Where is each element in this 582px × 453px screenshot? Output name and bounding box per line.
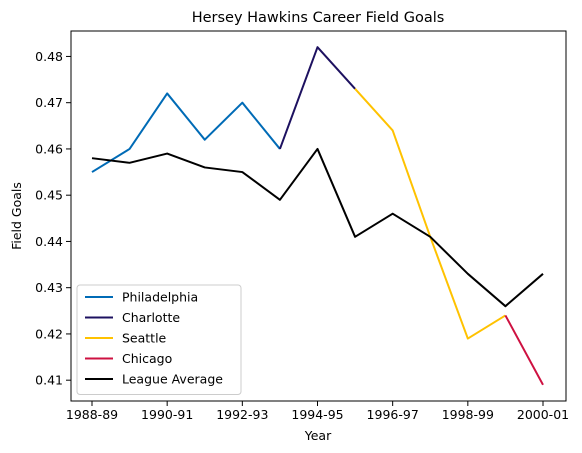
x-tick-label: 1994-95 (291, 407, 343, 422)
x-axis-label: Year (304, 428, 332, 443)
x-tick-label: 2000-01 (517, 407, 569, 422)
series-line-charlotte (278, 46, 356, 150)
y-axis-label: Field Goals (9, 182, 24, 250)
x-axis: 1988-89 1990-91 1992-93 1994-95 1996-97 1998-… (66, 401, 569, 422)
y-tick-label: 0.42 (35, 326, 63, 341)
series-line-league-average (91, 147, 544, 308)
y-tick-label: 0.45 (35, 188, 63, 203)
plot-frame (70, 30, 567, 402)
legend-label: League Average (122, 372, 223, 387)
legend-label: Charlotte (122, 310, 180, 325)
legend: Philadelphia Charlotte Seattle Chicago Leagu… (76, 284, 242, 395)
y-tick-label: 0.41 (35, 373, 63, 388)
series-line-seattle (354, 88, 506, 340)
legend-label: Chicago (122, 351, 172, 366)
x-tick-label: 1988-89 (66, 407, 118, 422)
y-tick-label: 0.44 (35, 234, 63, 249)
x-tick-label: 1992-93 (216, 407, 268, 422)
y-tick-label: 0.43 (35, 280, 63, 295)
y-tick-label: 0.47 (35, 95, 63, 110)
series-line-philadelphia (91, 92, 281, 173)
series-line-chicago (504, 314, 544, 386)
chart-title: Hersey Hawkins Career Field Goals (192, 10, 445, 26)
plot-area (70, 30, 567, 402)
x-tick-label: 1998-99 (442, 407, 494, 422)
x-tick-label: 1996-97 (367, 407, 419, 422)
legend-label: Seattle (122, 331, 167, 346)
y-tick-label: 0.48 (35, 49, 63, 64)
y-tick-label: 0.46 (35, 141, 63, 156)
y-axis: 0.41 0.42 0.43 0.44 0.45 0.46 0.47 0.48 (35, 49, 71, 388)
x-tick-label: 1990-91 (141, 407, 193, 422)
legend-label: Philadelphia (122, 290, 198, 305)
legend-box (76, 284, 242, 395)
